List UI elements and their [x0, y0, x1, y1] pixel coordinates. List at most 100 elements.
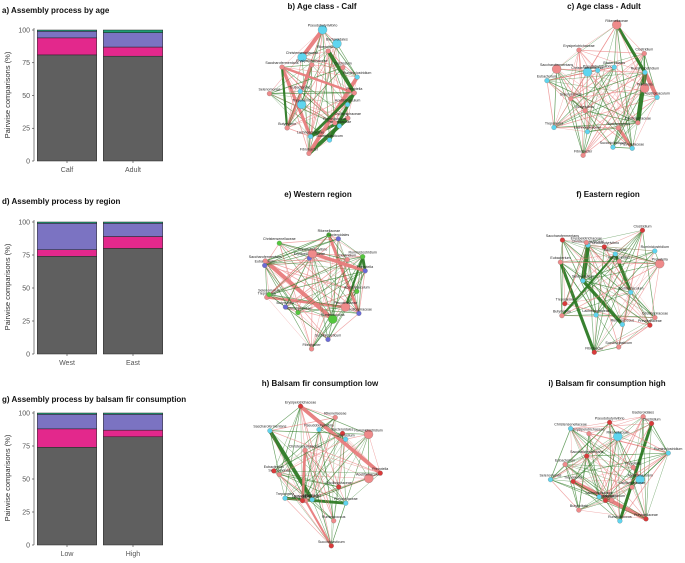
negative-edge [556, 49, 580, 70]
node-label: Ruminiclostridium [631, 66, 659, 70]
node-label: Clostridium [337, 433, 355, 437]
network-node [297, 52, 307, 62]
node-label: Prevotella [357, 265, 373, 269]
node-label: Bacteroidales [332, 427, 354, 431]
negative-edge [578, 49, 598, 71]
node-label: Oscillospiraceae [625, 117, 651, 121]
y-tick-label: 75 [22, 252, 30, 259]
negative-edge [338, 486, 346, 504]
positive-edge [264, 253, 313, 266]
bar-panel-d: d) Assembly process by region Pairwise c… [2, 197, 163, 367]
node-label: Pseudobutyrivibrio [595, 416, 625, 420]
negative-edge [318, 429, 340, 487]
positive-edge [269, 67, 343, 94]
bar-segment-stochastic [103, 55, 163, 162]
positive-edge [645, 423, 652, 519]
y-tick-label: 75 [22, 443, 30, 450]
positive-edge [561, 253, 617, 317]
network-node [601, 244, 607, 250]
network-node [340, 65, 346, 71]
bar-segment-dispersal [37, 31, 97, 39]
positive-edge [587, 127, 619, 133]
panel-g-plot: 0 25 50 75 100 Low High [18, 410, 163, 558]
negative-edge [311, 259, 348, 350]
positive-edge [269, 92, 355, 94]
node-label: Bacteroidales [632, 411, 654, 415]
node-label: Rikenellaceae [317, 45, 340, 49]
negative-edge [614, 53, 645, 68]
positive-edge [302, 429, 320, 501]
positive-edge [587, 245, 623, 325]
positive-edge [651, 423, 669, 454]
network-node [354, 74, 360, 80]
positive-edge [572, 481, 621, 522]
negative-edge [279, 439, 346, 475]
negative-edge [301, 450, 307, 501]
node-label: Prevotella [652, 258, 668, 262]
positive-edge [565, 455, 587, 465]
positive-edge [550, 479, 574, 482]
positive-edge [311, 499, 334, 521]
network-node [562, 461, 568, 467]
negative-edge [587, 245, 660, 264]
positive-edge [273, 470, 381, 474]
positive-edge [594, 317, 656, 353]
positive-edge [572, 481, 580, 511]
negative-edge [546, 80, 555, 128]
positive-edge [281, 64, 312, 68]
negative-edge [285, 259, 348, 308]
positive-edge [565, 423, 652, 465]
positive-edge [578, 479, 641, 511]
node-label: Pseudobutyrivibrio [583, 64, 613, 68]
network-node [332, 120, 338, 126]
positive-edge [570, 428, 633, 488]
positive-edge [550, 416, 644, 480]
panel-a-title: a) Assembly process by age [2, 6, 110, 15]
network-node [363, 429, 374, 439]
bar-segment-selection [103, 46, 163, 57]
node-label: Bacteroidales [326, 38, 348, 42]
panel-g-ylabel: Pairwise comparisons (%) [3, 434, 12, 521]
positive-edge [619, 250, 655, 262]
network-node [266, 91, 272, 97]
network-node [328, 543, 334, 549]
network-h: Acetitomaculum Oscillospiraceae Prevotella… [253, 400, 388, 549]
node-label: Treponema [292, 98, 310, 102]
positive-edge [328, 234, 333, 320]
node-label: Ruminiclostridium [349, 251, 377, 255]
node-label: Saccharofermentans [570, 450, 603, 454]
positive-edge [614, 67, 638, 123]
node-label: Acetitomaculum [644, 91, 670, 95]
negative-edge [550, 479, 580, 511]
network-node [596, 494, 602, 500]
node-label: Selenomonas [258, 88, 280, 92]
network-node [267, 428, 273, 434]
negative-edge [284, 498, 332, 547]
bar-segment-dispersal [103, 223, 163, 237]
network-node [296, 99, 307, 110]
positive-edge [631, 88, 645, 149]
bar-segment-stochastic [103, 248, 163, 355]
node-label: Ruminococcus [611, 318, 635, 322]
node-label: Prevotellaceae [638, 319, 662, 323]
bar-segment-drift [37, 412, 97, 415]
positive-edge [570, 72, 646, 100]
node-label: Acetitomaculum [356, 472, 382, 476]
network-node [612, 20, 622, 30]
negative-edge [643, 71, 659, 99]
negative-edge [573, 479, 641, 482]
positive-edge [556, 24, 617, 70]
node-label: Selenomonas [268, 469, 290, 473]
positive-edge [309, 116, 349, 138]
y-tick-label: 100 [18, 27, 30, 34]
positive-edge [344, 256, 364, 308]
panel-d-plot: 0 25 50 75 100 West East [18, 219, 163, 367]
node-label: Bacteroidales [608, 255, 630, 259]
positive-edge [560, 240, 563, 263]
negative-edge [570, 416, 644, 429]
network-node [652, 315, 658, 321]
network-node [343, 436, 349, 442]
positive-edge [279, 243, 310, 259]
negative-edge [616, 24, 619, 128]
positive-edge [264, 265, 312, 350]
